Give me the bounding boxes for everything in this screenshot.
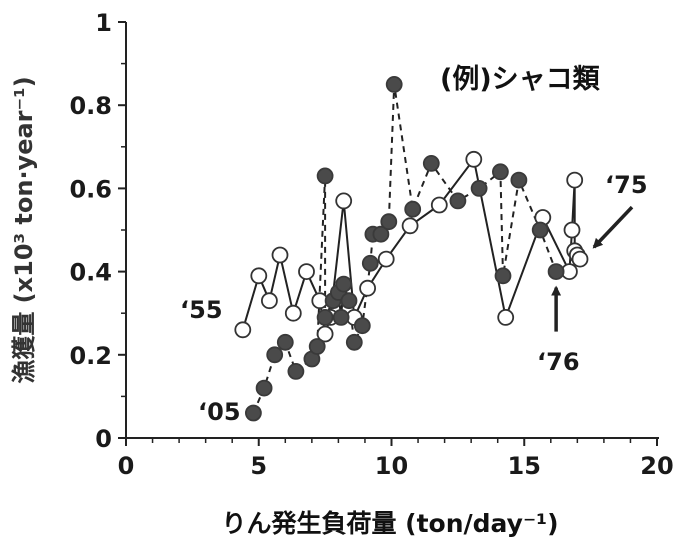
filled-point-20 <box>385 76 403 93</box>
chart-title: (例)シャコ類 <box>440 64 601 95</box>
filled-point-27 <box>510 171 528 189</box>
filled-point-16 <box>361 254 379 272</box>
annotation-55: ‘55 <box>180 296 223 324</box>
x-axis-title: りん発生負荷量 (ton/day⁻¹) <box>221 509 558 538</box>
filled-point-24 <box>470 179 488 197</box>
y-tick-label: 1 <box>95 9 112 37</box>
filled-point-12 <box>335 275 353 293</box>
x-tick-label: 15 <box>508 452 541 480</box>
filled-point-21 <box>404 200 422 218</box>
annotation-arrows <box>551 205 634 332</box>
x-tick-label: 0 <box>118 452 135 480</box>
open-point-11 <box>359 279 377 297</box>
open-point-15 <box>465 150 483 168</box>
annotation-75: ‘75 <box>605 171 648 199</box>
filled-point-11 <box>332 308 350 326</box>
annotation-76: ‘76 <box>537 348 580 376</box>
x-tick-label: 10 <box>375 452 408 480</box>
open-point-5 <box>298 263 315 281</box>
filled-point-6 <box>308 338 326 355</box>
open-point-0 <box>234 321 252 339</box>
filled-point-1 <box>255 379 273 397</box>
open-point-4 <box>284 304 302 322</box>
filled-point-22 <box>422 154 440 172</box>
filled-point-18 <box>372 225 390 243</box>
open-point-1 <box>250 267 268 285</box>
open-point-7 <box>316 325 334 343</box>
filled-point-14 <box>345 333 363 351</box>
open-point-3 <box>271 246 289 264</box>
filled-point-13 <box>340 292 358 310</box>
y-axis-title: 漁獲量 (x10³ ton·year⁻¹) <box>10 76 38 383</box>
open-point-23 <box>571 250 589 268</box>
y-tick-label: 0 <box>95 425 112 453</box>
y-tick-label: 0.6 <box>69 175 112 203</box>
filled-point-19 <box>380 213 398 231</box>
open-point-9 <box>335 192 353 210</box>
open-point-13 <box>401 217 419 235</box>
y-tick-label: 0.4 <box>69 259 112 287</box>
open-point-20 <box>566 171 584 189</box>
filled-point-29 <box>547 263 565 281</box>
filled-point-7 <box>316 167 334 185</box>
filled-point-2 <box>266 346 284 364</box>
open-point-2 <box>260 292 278 310</box>
filled-point-23 <box>449 192 467 210</box>
arrow-75 <box>592 205 634 249</box>
x-tick-label: 5 <box>250 452 267 480</box>
open-point-14 <box>430 196 448 214</box>
x-tick-label: 20 <box>640 452 673 480</box>
open-point-12 <box>377 250 395 268</box>
annotation-05: ‘05 <box>198 398 241 426</box>
y-tick-label: 0.8 <box>69 92 112 120</box>
open-point-19 <box>563 221 581 239</box>
y-tick-label: 0.2 <box>69 342 112 370</box>
filled-point-26 <box>494 267 512 285</box>
filled-point-4 <box>287 362 305 380</box>
filled-point-3 <box>276 333 294 351</box>
filled-point-28 <box>531 221 549 239</box>
axis-ticks: 0 5 10 15 20 0 0.2 0.4 0.6 0.8 1 <box>69 9 673 480</box>
open-point-16 <box>497 308 515 326</box>
filled-point-15 <box>353 317 371 335</box>
filled-point-25 <box>491 163 509 181</box>
filled-point-8 <box>316 308 334 326</box>
filled-point-0 <box>244 404 262 422</box>
series-points <box>234 76 589 422</box>
